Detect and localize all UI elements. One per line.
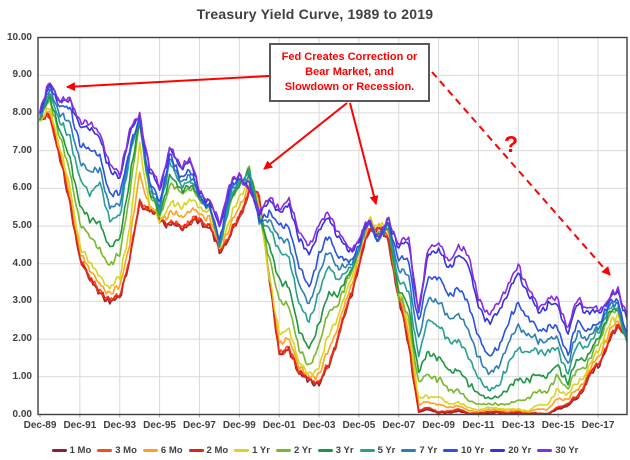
y-tick-label: 8.00 bbox=[12, 106, 32, 118]
legend-label: 30 Yr bbox=[555, 444, 579, 456]
plot-border bbox=[37, 36, 628, 416]
y-tick-label: 0.00 bbox=[12, 408, 32, 420]
x-tick-label: Dec-93 bbox=[103, 420, 137, 431]
y-tick-label: 10.00 bbox=[6, 31, 32, 43]
x-tick-label: Dec-95 bbox=[143, 420, 176, 431]
x-tick-label: Dec-13 bbox=[501, 420, 535, 431]
annotation-box: Fed Creates Correction or Bear Market, a… bbox=[269, 43, 430, 102]
y-tick-label: 9.00 bbox=[12, 69, 32, 81]
legend-swatch bbox=[317, 448, 333, 452]
legend-swatch bbox=[401, 448, 417, 452]
series-line-6-mo bbox=[39, 110, 627, 413]
legend-swatch bbox=[97, 448, 113, 452]
x-tick-label: Dec-17 bbox=[581, 420, 615, 431]
y-tick-label: 6.00 bbox=[12, 182, 32, 194]
x-tick-label: Dec-99 bbox=[222, 420, 256, 431]
x-tick-label: Dec-97 bbox=[183, 420, 216, 431]
series-line-2-mo bbox=[39, 112, 627, 415]
legend-label: 2 Mo bbox=[206, 444, 229, 456]
legend-label: 1 Yr bbox=[252, 444, 270, 456]
series-line-30-yr bbox=[39, 82, 627, 328]
legend-item-2-mo: 2 Mo bbox=[188, 444, 229, 456]
legend-label: 20 Yr bbox=[508, 444, 532, 456]
legend-item-3-mo: 3 Mo bbox=[97, 445, 137, 456]
legend-label: 2 Yr bbox=[293, 444, 312, 456]
legend-label: 3 Yr bbox=[335, 444, 354, 456]
x-tick-label: Dec-89 bbox=[23, 420, 57, 431]
legend-item-7-yr: 7 Yr bbox=[401, 445, 437, 456]
legend-item-10-yr: 10 Yr bbox=[443, 445, 484, 456]
legend-swatch bbox=[490, 448, 506, 452]
annotation-line-1: Fed Creates Correction or bbox=[281, 51, 418, 63]
series-line-20-yr bbox=[39, 83, 627, 335]
y-tick-label: 5.00 bbox=[12, 220, 32, 231]
x-tick-label: Dec-01 bbox=[262, 420, 296, 431]
x-tick-label: Dec-91 bbox=[63, 420, 97, 431]
series-line-10-yr bbox=[39, 83, 627, 357]
legend-item-1-yr: 1 Yr bbox=[234, 445, 270, 456]
x-tick-label: Dec-11 bbox=[462, 420, 495, 431]
legend-item-2-yr: 2 Yr bbox=[275, 444, 312, 456]
series-line-1-yr bbox=[39, 107, 627, 412]
legend-swatch bbox=[275, 448, 291, 452]
legend-swatch bbox=[359, 448, 375, 452]
legend-swatch bbox=[443, 448, 459, 452]
legend-label: 6 Mo bbox=[160, 444, 183, 456]
x-tick-label: Dec-09 bbox=[422, 420, 455, 431]
question-mark: ? bbox=[504, 131, 519, 157]
legend-label: 10 Yr bbox=[461, 444, 485, 456]
x-tick-label: Dec-07 bbox=[382, 420, 416, 431]
y-tick-label: 7.00 bbox=[12, 144, 32, 156]
annotation-line-3: Slowdown or Recession. bbox=[284, 81, 415, 93]
legend-label: 3 Mo bbox=[115, 444, 137, 456]
legend-label: 1 Mo bbox=[69, 444, 92, 456]
legend-item-1-mo: 1 Mo bbox=[51, 444, 92, 456]
legend-item-30-yr: 30 Yr bbox=[537, 445, 578, 456]
y-tick-label: 3.00 bbox=[12, 295, 32, 307]
legend-swatch bbox=[234, 448, 250, 452]
y-tick-label: 2.00 bbox=[12, 333, 32, 345]
x-tick-label: Dec-05 bbox=[342, 420, 376, 431]
legend-swatch bbox=[51, 448, 67, 452]
series-line-3-yr bbox=[39, 95, 627, 400]
legend-swatch bbox=[188, 448, 204, 452]
annotation-line-2: Bear Market, and bbox=[305, 66, 394, 78]
legend-label: 7 Yr bbox=[419, 444, 438, 456]
x-tick-label: Dec-15 bbox=[541, 420, 575, 431]
legend-label: 5 Yr bbox=[377, 444, 396, 456]
legend-item-6-mo: 6 Mo bbox=[142, 444, 183, 456]
legend-item-5-yr: 5 Yr bbox=[359, 444, 396, 456]
legend: 1 Mo 3 Mo 6 Mo 2 Mo 1 Yr 2 Yr 3 Yr 5 Yr 7 Yr 10 Y… bbox=[0, 441, 630, 459]
legend-swatch bbox=[142, 448, 158, 452]
x-tick-label: Dec-03 bbox=[302, 420, 336, 431]
y-tick-label: 1.00 bbox=[12, 370, 32, 382]
legend-item-3-yr: 3 Yr bbox=[317, 444, 354, 456]
page-title: Treasury Yield Curve, 1989 to 2019 bbox=[196, 6, 434, 22]
legend-item-20-yr: 20 Yr bbox=[490, 445, 531, 456]
y-tick-label: 4.00 bbox=[12, 257, 32, 269]
legend-swatch bbox=[537, 448, 553, 452]
